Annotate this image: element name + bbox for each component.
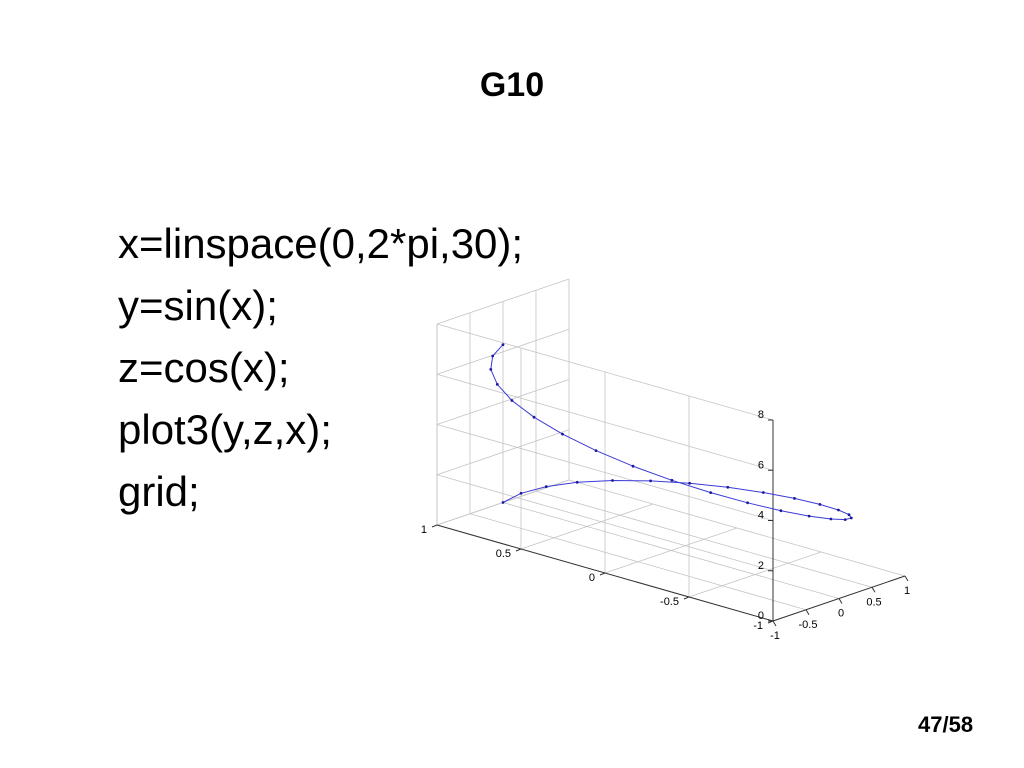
helix-point bbox=[561, 432, 564, 436]
grid-line bbox=[436, 323, 774, 421]
x-tick-label: -0.5 bbox=[799, 619, 818, 631]
slide-title: G10 bbox=[479, 66, 545, 104]
code-block: x=linspace(0,2*pi,30); y=sin(x); z=cos(x… bbox=[118, 213, 523, 523]
y-tick-mark bbox=[599, 572, 606, 576]
x-tick-label: 0 bbox=[838, 608, 844, 620]
helix-point bbox=[779, 509, 783, 513]
helix-point bbox=[670, 478, 674, 482]
y-tick-mark bbox=[683, 596, 690, 600]
y-tick-label: 1 bbox=[421, 524, 427, 536]
helix-point bbox=[489, 368, 493, 371]
helix-point bbox=[611, 479, 614, 482]
grid-line bbox=[436, 379, 570, 425]
x-tick-label: 1 bbox=[904, 585, 910, 597]
helix-point bbox=[843, 518, 847, 521]
helix-point bbox=[495, 383, 499, 386]
helix-point bbox=[519, 491, 523, 495]
grid-line bbox=[688, 551, 822, 598]
code-line-linspace: x=linspace(0,2*pi,30); bbox=[118, 220, 524, 267]
grid-lines bbox=[436, 278, 906, 622]
helix-point bbox=[631, 464, 635, 468]
helix-point bbox=[501, 501, 505, 504]
helix-curve bbox=[489, 343, 853, 521]
x-tick-label: -1 bbox=[770, 630, 780, 642]
helix-point bbox=[847, 513, 851, 517]
grid-line bbox=[436, 278, 570, 325]
x-tick-mark bbox=[772, 620, 777, 627]
y-tick-mark bbox=[431, 524, 438, 528]
helix-point bbox=[510, 399, 514, 402]
helix-point bbox=[491, 354, 495, 358]
code-line-cos: z=cos(x); bbox=[118, 344, 290, 391]
helix-point bbox=[807, 514, 811, 518]
grid-line bbox=[604, 527, 738, 574]
helix-point bbox=[501, 343, 505, 346]
grid-line bbox=[436, 424, 774, 521]
helix-point bbox=[594, 449, 598, 452]
z-tick-label: 6 bbox=[758, 459, 764, 471]
z-tick-label: 0 bbox=[758, 610, 764, 622]
helix-point bbox=[688, 481, 691, 485]
grid-line bbox=[436, 429, 570, 476]
helix-point bbox=[726, 485, 730, 489]
y-tick-label: -1 bbox=[753, 620, 763, 632]
x-tick-label: 0.5 bbox=[866, 596, 881, 608]
code-line-sin: y=sin(x); bbox=[118, 282, 278, 329]
page-number: 47/58 bbox=[918, 712, 974, 737]
code-line-plot3: plot3(y,z,x); bbox=[118, 406, 332, 453]
grid-line bbox=[436, 328, 570, 375]
grid-line bbox=[436, 474, 774, 572]
code-line-grid: grid; bbox=[118, 468, 200, 515]
tick-labels: -1 -0.5 0 0.5 1 -1 -0.5 0 0.5 1 0 2 4 6 8 bbox=[421, 409, 910, 642]
helix-point bbox=[544, 485, 548, 488]
z-tick-label: 4 bbox=[758, 510, 764, 522]
y-tick-mark bbox=[515, 548, 522, 552]
helix-point bbox=[575, 480, 579, 484]
x-tick-mark bbox=[805, 609, 810, 616]
z-tick-label: 2 bbox=[758, 560, 764, 572]
helix-point bbox=[793, 497, 796, 500]
y-tick-label: 0 bbox=[589, 572, 595, 584]
helix-point bbox=[829, 517, 833, 521]
z-tick-label: 8 bbox=[758, 409, 764, 421]
helix-point bbox=[761, 491, 765, 494]
x-tick-mark bbox=[904, 575, 909, 582]
x-tick-mark bbox=[838, 598, 843, 604]
helix-point bbox=[649, 479, 652, 483]
helix-point bbox=[818, 503, 822, 506]
y-tick-label: 0.5 bbox=[496, 548, 511, 560]
helix-point bbox=[849, 516, 853, 520]
axis-lines bbox=[431, 419, 909, 627]
grid-line bbox=[436, 373, 774, 471]
helix-point bbox=[746, 501, 749, 505]
helix-line bbox=[490, 344, 853, 521]
helix-point bbox=[837, 508, 840, 512]
helix-point bbox=[709, 491, 713, 494]
x-tick-mark bbox=[871, 586, 876, 593]
y-tick-label: -0.5 bbox=[660, 596, 679, 608]
helix-point bbox=[532, 415, 536, 419]
grid-line bbox=[520, 503, 654, 550]
